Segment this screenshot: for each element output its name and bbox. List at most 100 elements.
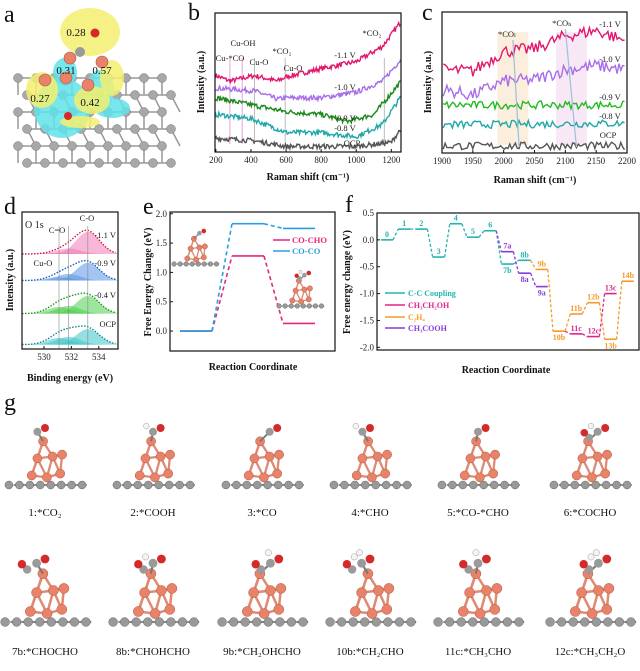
carbon-atom xyxy=(112,158,122,168)
energy-connector xyxy=(263,222,284,230)
spectrum-line xyxy=(215,59,402,103)
charge-accumulation-isosurface xyxy=(74,86,110,114)
structure-label: 10b:*CH₂CHO xyxy=(336,646,403,658)
carbon-atom xyxy=(325,617,335,627)
pc-x-tick-label: 2000 xyxy=(495,156,514,166)
carbon-atom xyxy=(302,272,307,278)
state-label: 9a xyxy=(538,289,546,298)
carbon-atom xyxy=(456,617,466,627)
pc-x-tick-label: 2150 xyxy=(587,156,606,166)
carbon-atom xyxy=(13,73,23,83)
energy-connector xyxy=(529,272,537,287)
f-y-axis-title: Free energy change (eV) xyxy=(342,230,353,334)
series-label: OCP xyxy=(600,130,617,140)
carbon-atom xyxy=(242,480,252,490)
carbon-atom xyxy=(570,480,580,490)
carbon-atom xyxy=(361,480,370,490)
state-label: 6 xyxy=(488,221,492,230)
bader-charge-label: 0.28 xyxy=(66,27,86,39)
carbon-atom xyxy=(591,617,601,627)
bader-charge-label: 0.27 xyxy=(30,93,50,105)
carbon-atom xyxy=(139,107,149,117)
spectrum-line xyxy=(214,95,402,140)
carbon-atom xyxy=(458,480,468,490)
series-label: -1.0 V xyxy=(334,82,356,92)
carbon-atom xyxy=(371,617,381,627)
carbon-atom xyxy=(77,480,87,490)
d-y-axis-title: Intensity (a.u.) xyxy=(5,249,16,312)
oxygen-atom xyxy=(201,228,207,234)
carbon-atom xyxy=(76,158,86,168)
peak-label: C=O xyxy=(49,225,66,235)
energy-connector xyxy=(598,293,606,337)
carbon-atom xyxy=(601,480,611,490)
copper-atom xyxy=(55,468,66,479)
d-x-tick-label: 534 xyxy=(92,352,106,362)
carbon-atom xyxy=(58,158,68,168)
e-y-axis-title: Free Energy Change (eV) xyxy=(143,228,154,337)
spectrum-line xyxy=(442,24,625,77)
pb-x-tick-label: 1200 xyxy=(382,155,401,165)
copper-atom xyxy=(26,470,37,481)
copper-atom xyxy=(248,587,259,598)
copper-atom xyxy=(459,470,470,481)
energy-connector xyxy=(211,255,233,332)
panel-f: -2.0 -1.5 -1.0 -0.5 0.0 0.5 0 1 2 3 4 5 6 7a 7b 8a 8b 9a 9… xyxy=(360,208,640,352)
pb-x-tick-label: 600 xyxy=(279,155,293,165)
oxygen-atom xyxy=(459,560,468,569)
pc-x-tick-label: 1950 xyxy=(464,156,483,166)
carbon-atom xyxy=(166,158,176,168)
pb-x-tick-label: 1000 xyxy=(347,155,366,165)
fitted-component xyxy=(22,296,118,314)
peak-shift-line xyxy=(564,28,578,148)
carbon-atom xyxy=(294,303,300,309)
carbon-atom xyxy=(392,480,401,490)
copper-atom xyxy=(134,470,145,481)
peak-annotation: *COₕ xyxy=(552,18,572,28)
copper-atom xyxy=(592,451,603,462)
carbon-atom xyxy=(130,90,140,100)
carbon-atom xyxy=(195,261,201,267)
carbon-atom xyxy=(549,480,559,490)
carbon-atom xyxy=(502,617,513,627)
series-label: -0.9 V xyxy=(334,113,356,123)
carbon-atom xyxy=(94,158,104,168)
hydrogen-atom xyxy=(143,423,150,430)
carbon-atom xyxy=(25,480,35,490)
bader-charge-label: 0.42 xyxy=(80,97,99,109)
carbon-atom xyxy=(119,617,130,627)
peak-annotation: Cu-OH xyxy=(230,38,255,48)
hydrogen-atom xyxy=(587,423,595,430)
carbon-atom xyxy=(265,558,275,568)
carbon-atom xyxy=(40,158,50,168)
carbon-atom xyxy=(252,617,262,627)
peak-annotation: *CO₂ xyxy=(362,28,381,38)
copper-atom xyxy=(58,583,70,594)
carbon-atom xyxy=(189,617,199,627)
copper-atom xyxy=(357,453,368,464)
carbon-atom xyxy=(394,617,405,627)
carbon-atom xyxy=(221,480,231,490)
copper-atom xyxy=(196,244,203,251)
carbon-atom xyxy=(46,480,55,490)
energy-connector xyxy=(547,269,554,332)
energy-connector xyxy=(513,259,519,265)
f-y-tick-label: -1.0 xyxy=(360,289,375,299)
panel-label-d: d xyxy=(4,194,16,220)
carbon-atom xyxy=(556,617,567,627)
carbon-atom xyxy=(75,47,85,57)
copper-atom xyxy=(586,608,598,619)
carbon-atom xyxy=(32,558,42,568)
state-label: 13c xyxy=(605,284,617,293)
carbon-atom xyxy=(11,617,22,627)
carbon-atom xyxy=(49,141,59,151)
carbon-atom xyxy=(121,141,131,151)
carbon-atom xyxy=(348,617,358,627)
energy-connector xyxy=(512,251,520,274)
copper-atom xyxy=(184,255,191,262)
copper-atom xyxy=(187,245,194,252)
carbon-atom xyxy=(437,480,447,490)
copper-atom xyxy=(491,583,503,594)
pc-x-tick-label: 2100 xyxy=(556,156,575,166)
xps-envelope xyxy=(22,325,116,346)
